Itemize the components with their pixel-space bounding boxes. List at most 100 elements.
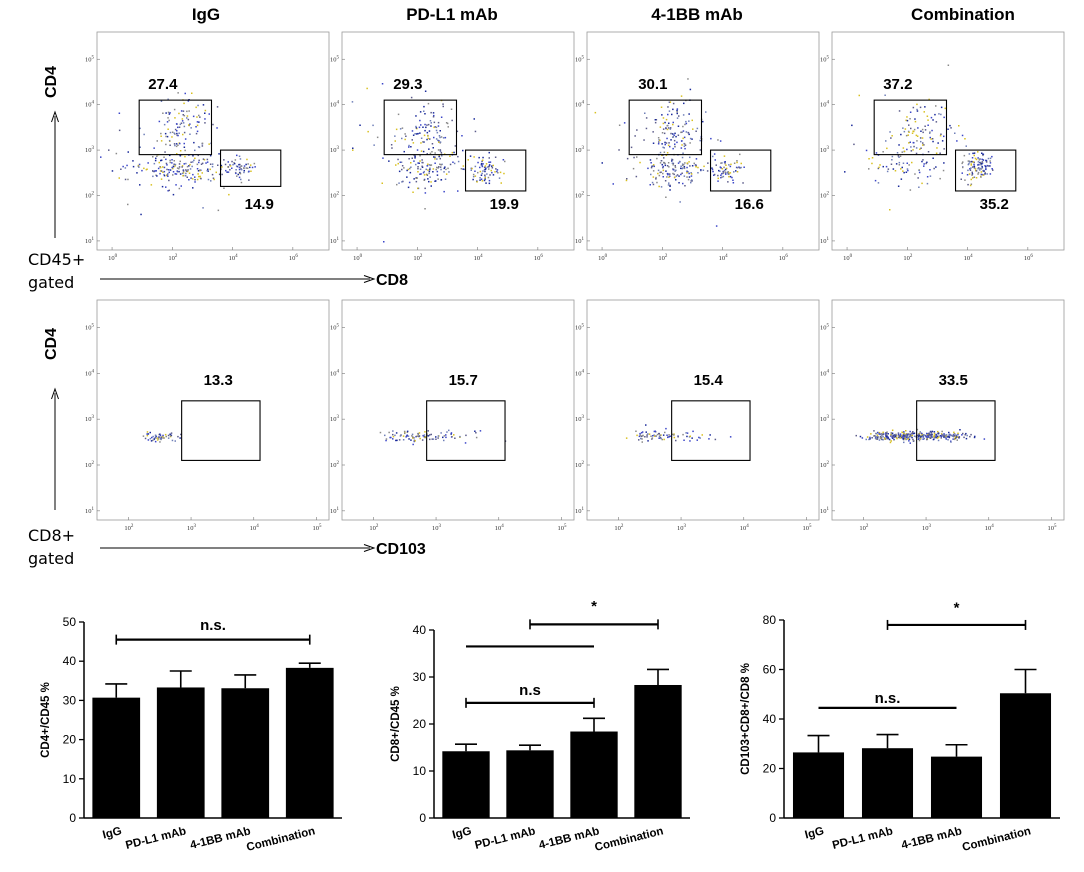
flow-y-tick-label-r2-4-1bb-mab-5: 105 xyxy=(575,324,585,332)
flow-dot-r1-4-1bb-mab-129 xyxy=(645,117,648,119)
flow-dot-r1-4-1bb-mab-301 xyxy=(727,171,730,174)
flow-y-tick-exp-r2-4-1bb-mab-3: 3 xyxy=(582,415,585,420)
flow-dot-r1-igg-311 xyxy=(235,165,238,167)
flow-dot-r1-combination-58 xyxy=(956,140,958,142)
flow-dot-r1-pd-l1-mab-135 xyxy=(417,171,419,173)
flow-dot-r1-pd-l1-mab-180 xyxy=(436,166,438,169)
flow-dot-r1-pd-l1-mab-9 xyxy=(426,124,428,126)
flow-y-tick-exp-r1-igg-3: 3 xyxy=(92,146,95,151)
flow-dot-r2-combination-130 xyxy=(902,435,904,438)
flow-dot-r1-pd-l1-mab-270 xyxy=(478,156,480,159)
flow-y-tick-exp-r2-4-1bb-mab-5: 5 xyxy=(582,324,585,329)
flow-dot-r1-combination-42 xyxy=(930,116,933,119)
flow-dot-r1-pd-l1-mab-296 xyxy=(492,164,494,167)
flow-dot-r2-combination-48 xyxy=(878,431,881,434)
flow-gate-label-r2-4-1bb-mab-0: 15.4 xyxy=(694,372,724,389)
flow-dot-r2-combination-206 xyxy=(937,435,939,438)
flow-dot-r1-4-1bb-mab-267 xyxy=(736,160,738,162)
flow-dot-r1-4-1bb-mab-278 xyxy=(718,169,720,172)
flow-dot-r1-4-1bb-mab-121 xyxy=(682,130,685,132)
flow-dot-r1-igg-20 xyxy=(183,114,186,117)
flow-dot-r1-pd-l1-mab-295 xyxy=(491,171,493,174)
flow-dot-r1-combination-64 xyxy=(913,145,915,148)
flow-dot-r1-pd-l1-mab-71 xyxy=(434,158,436,160)
flow-dot-r1-combination-156 xyxy=(969,168,971,170)
flow-dot-r1-pd-l1-mab-109 xyxy=(419,173,421,175)
flow-dot-r1-4-1bb-mab-107 xyxy=(666,172,669,175)
flow-dot-r2-combination-208 xyxy=(905,436,908,439)
flow-dot-r1-4-1bb-mab-235 xyxy=(675,169,677,172)
flow-x-tick-label-r2-pd-l1-mab-5: 105 xyxy=(557,524,567,532)
flow-dot-r2-igg-23 xyxy=(174,440,176,442)
flow-dot-r1-igg-236 xyxy=(178,166,181,168)
flow-dot-r2-combination-212 xyxy=(983,438,986,440)
flow-dot-r2-combination-160 xyxy=(928,436,930,438)
flow-dot-r1-4-1bb-mab-44 xyxy=(666,125,668,127)
flow-dot-r1-pd-l1-mab-165 xyxy=(445,173,448,175)
flow-dot-r1-pd-l1-mab-74 xyxy=(461,135,463,137)
flow-dot-r1-igg-147 xyxy=(126,164,128,167)
flow-dot-r1-igg-136 xyxy=(166,164,168,166)
flow-dot-r1-combination-49 xyxy=(954,132,956,134)
flow-dot-r1-pd-l1-mab-265 xyxy=(491,165,493,167)
flow-dot-r1-pd-l1-mab-47 xyxy=(427,137,429,140)
flow-y-tick-label-r2-pd-l1-mab-2: 102 xyxy=(330,461,340,469)
flow-dot-r1-combination-96 xyxy=(943,162,945,164)
flow-dot-r1-4-1bb-mab-102 xyxy=(678,160,681,163)
flow-dot-r2-4-1bb-mab-16 xyxy=(640,435,643,438)
flow-dot-r1-igg-344 xyxy=(165,112,167,114)
flow-dot-r1-pd-l1-mab-271 xyxy=(488,168,490,170)
chart2-x-label-igg: IgG xyxy=(451,825,473,841)
flow-dot-r1-igg-116 xyxy=(154,170,156,172)
chart2-x-label-combination: Combination xyxy=(594,825,665,854)
flow-dot-r1-pd-l1-mab-118 xyxy=(428,170,431,173)
flow-gate-r2-combination-0 xyxy=(916,400,996,461)
flow-dot-r1-4-1bb-mab-73 xyxy=(685,131,688,133)
flow-dot-r1-pd-l1-mab-73 xyxy=(420,142,422,144)
chart1-bar-pd-l1-mab xyxy=(156,687,205,818)
flow-dot-r1-igg-62 xyxy=(193,141,195,144)
flow-dot-r1-combination-166 xyxy=(984,171,986,174)
flow-dot-r1-pd-l1-mab-137 xyxy=(421,166,424,168)
flow-dot-r2-combination-218 xyxy=(929,437,932,439)
flow-dot-r2-4-1bb-mab-58 xyxy=(648,433,651,435)
flow-dot-r1-combination-278 xyxy=(981,152,983,154)
flow-dot-r2-combination-343 xyxy=(878,439,881,441)
flow-dot-r1-igg-144 xyxy=(120,168,122,170)
flow-dot-r1-pd-l1-mab-72 xyxy=(430,125,432,127)
flow-dot-r1-4-1bb-mab-187 xyxy=(664,162,666,165)
flow-dot-r1-pd-l1-mab-44 xyxy=(412,134,415,136)
flow-dot-r1-pd-l1-mab-150 xyxy=(417,187,419,190)
flow-y-tick-label-r1-4-1bb-mab-5: 105 xyxy=(575,55,585,63)
chart3-x-label-4-1bb-mab: 4-1BB mAb xyxy=(900,825,963,852)
flow-dot-r1-igg-186 xyxy=(183,163,185,165)
flow-dot-r1-igg-85 xyxy=(208,143,210,145)
row1-y-arrow-head xyxy=(51,110,59,123)
flow-dot-r1-pd-l1-mab-20 xyxy=(423,134,426,137)
flow-dot-r1-4-1bb-mab-268 xyxy=(736,161,738,164)
flow-dot-r1-combination-153 xyxy=(967,160,970,162)
flow-dot-r1-4-1bb-mab-288 xyxy=(720,174,722,176)
flow-dot-r1-combination-275 xyxy=(941,140,944,142)
flow-dot-r1-pd-l1-mab-76 xyxy=(439,130,441,132)
flow-dot-r2-combination-57 xyxy=(918,432,921,435)
flow-dot-r1-combination-84 xyxy=(938,113,940,115)
flow-dot-r1-4-1bb-mab-354 xyxy=(618,124,621,126)
flow-dot-r1-pd-l1-mab-188 xyxy=(415,177,417,179)
chart3-y-tick-label-20: 20 xyxy=(763,762,777,776)
flow-dot-r1-pd-l1-mab-268 xyxy=(492,174,495,176)
flow-x-tick-label-r1-igg-0: 100 xyxy=(108,254,118,262)
flow-dot-r1-igg-9 xyxy=(169,131,172,134)
flow-dot-r1-igg-17 xyxy=(186,117,188,119)
group-title-41bb: 4-1BB mAb xyxy=(651,5,743,24)
flow-dot-r1-igg-296 xyxy=(243,171,245,174)
flow-dot-r1-pd-l1-mab-45 xyxy=(447,126,449,128)
flow-dot-r1-pd-l1-mab-248 xyxy=(496,169,499,171)
flow-dot-r1-igg-16 xyxy=(216,127,218,129)
flow-dot-r1-igg-108 xyxy=(182,122,185,124)
flow-dot-r1-combination-80 xyxy=(913,130,915,133)
flow-y-tick-exp-r2-igg-1: 1 xyxy=(92,507,95,512)
flow-dot-r2-combination-116 xyxy=(909,434,912,436)
